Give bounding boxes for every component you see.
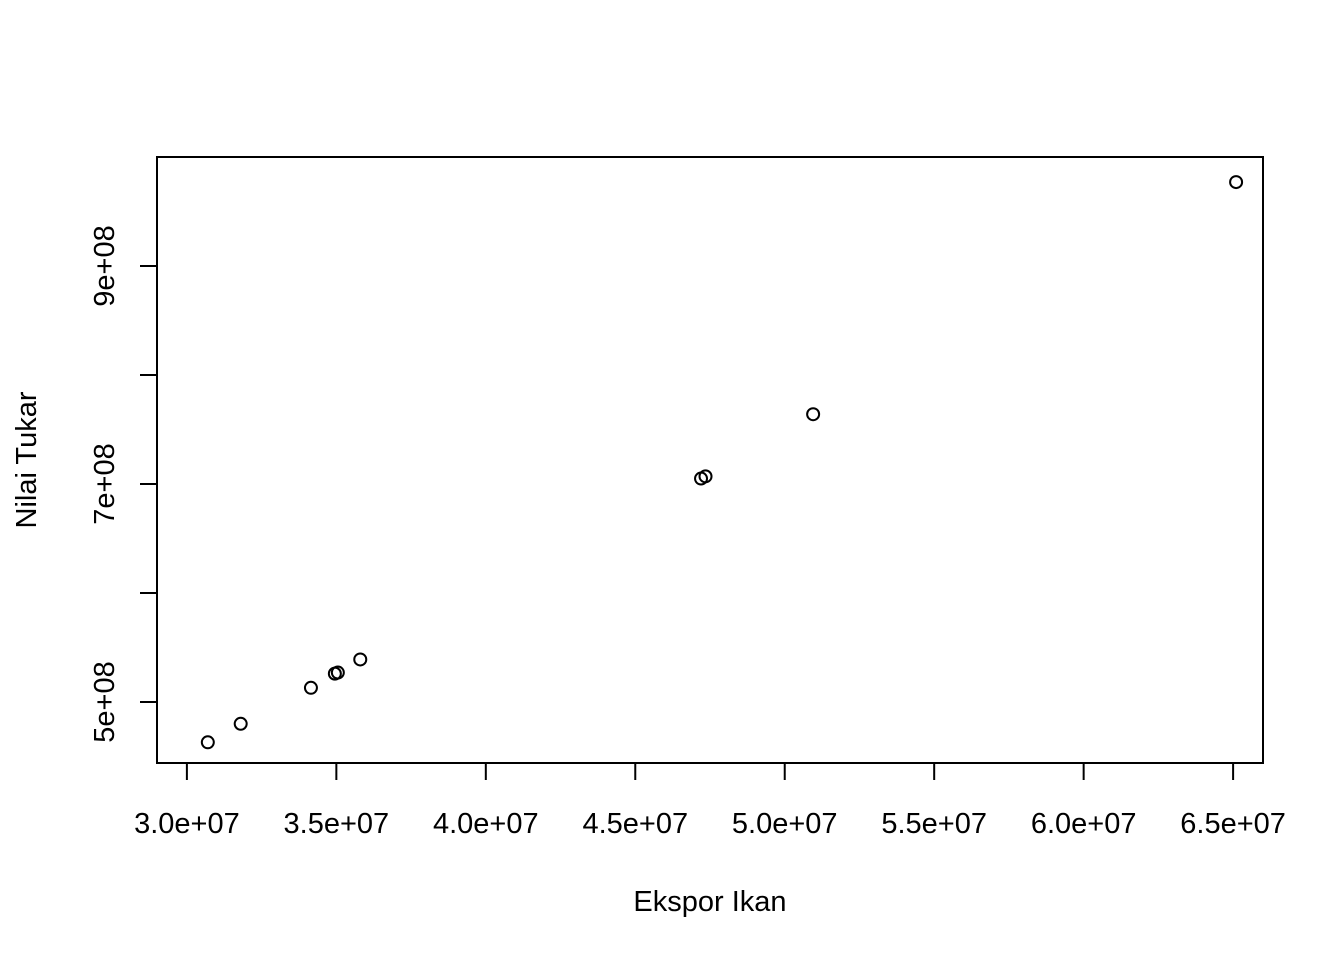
x-axis: 3.0e+07 3.5e+07 4.0e+07 4.5e+07 5.0e+07 5.5e+… bbox=[134, 762, 1286, 840]
y-tick-label: 5e+08 bbox=[89, 661, 121, 742]
x-tick-label: 3.5e+07 bbox=[284, 808, 390, 840]
y-axis-title: Nilai Tukar bbox=[11, 391, 43, 528]
plot-frame bbox=[156, 156, 1264, 764]
data-point bbox=[353, 652, 368, 667]
data-point bbox=[233, 716, 248, 731]
x-tick-label: 3.0e+07 bbox=[134, 808, 240, 840]
x-tick-label: 5.0e+07 bbox=[732, 808, 838, 840]
y-tick-label: 7e+08 bbox=[89, 443, 121, 524]
data-point bbox=[200, 735, 215, 750]
y-tick-label: 9e+08 bbox=[89, 225, 121, 306]
x-tick-label: 4.0e+07 bbox=[433, 808, 539, 840]
data-point bbox=[303, 680, 318, 695]
x-tick-label: 4.5e+07 bbox=[582, 808, 688, 840]
x-tick-label: 6.5e+07 bbox=[1180, 808, 1286, 840]
x-tick-label: 6.0e+07 bbox=[1031, 808, 1137, 840]
x-tick-label: 5.5e+07 bbox=[881, 808, 987, 840]
data-point bbox=[806, 407, 821, 422]
data-point bbox=[698, 469, 713, 484]
y-axis: 5e+08 7e+08 9e+08 bbox=[89, 225, 158, 743]
data-point bbox=[1229, 175, 1244, 190]
data-point bbox=[330, 665, 345, 680]
x-axis-title: Ekspor Ikan bbox=[633, 886, 786, 918]
data-points bbox=[200, 175, 1244, 750]
